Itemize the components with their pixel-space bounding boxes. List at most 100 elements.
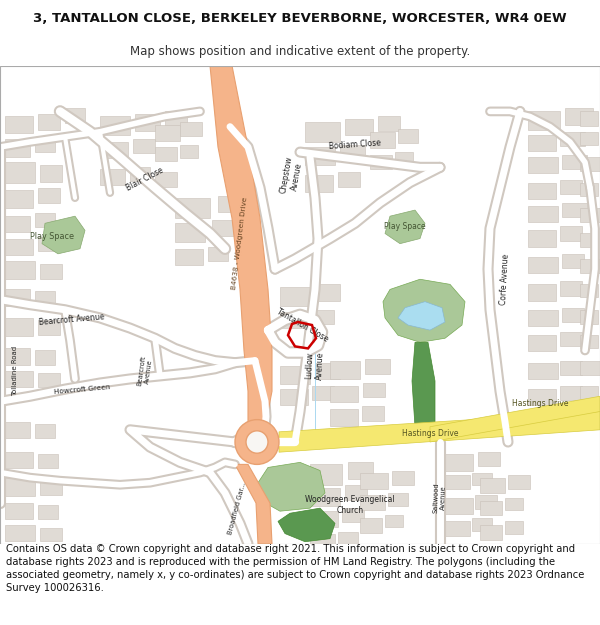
Bar [528, 284, 556, 301]
Bar [155, 173, 177, 187]
Bar [130, 168, 150, 181]
Bar [35, 351, 55, 365]
Bar [5, 261, 35, 279]
Bar [38, 505, 58, 519]
Bar [38, 236, 60, 251]
Bar [445, 521, 470, 536]
Bar [345, 485, 367, 500]
Bar [360, 495, 385, 510]
Bar [580, 361, 600, 375]
Polygon shape [278, 508, 335, 542]
Bar [560, 361, 582, 375]
Text: Woodgreen Evangelical
Church: Woodgreen Evangelical Church [305, 496, 395, 515]
Bar [338, 531, 358, 544]
Bar [218, 196, 243, 212]
Bar [175, 249, 203, 265]
Bar [472, 518, 492, 531]
Bar [560, 281, 582, 296]
Bar [475, 495, 497, 509]
Bar [280, 366, 310, 384]
Text: Bodiam Close: Bodiam Close [329, 139, 382, 151]
Bar [580, 182, 598, 196]
Polygon shape [430, 396, 600, 442]
Bar [5, 162, 35, 182]
Bar [38, 320, 60, 335]
Bar [505, 521, 523, 534]
Bar [580, 284, 598, 296]
Bar [378, 116, 400, 131]
Bar [445, 474, 470, 489]
Bar [5, 139, 30, 157]
Bar [528, 335, 556, 351]
Text: Play Space: Play Space [384, 222, 426, 231]
Bar [5, 190, 33, 208]
Bar [133, 139, 155, 153]
Bar [38, 454, 58, 469]
Bar [38, 188, 60, 203]
Bar [388, 493, 408, 506]
Bar [340, 145, 365, 160]
Text: Map shows position and indicative extent of the property.: Map shows position and indicative extent… [130, 45, 470, 58]
Text: Contains OS data © Crown copyright and database right 2021. This information is : Contains OS data © Crown copyright and d… [6, 544, 584, 593]
Bar [528, 111, 560, 130]
Bar [5, 216, 30, 232]
Bar [5, 116, 33, 132]
Bar [580, 234, 598, 247]
Bar [562, 203, 587, 217]
Bar [40, 166, 62, 182]
Polygon shape [383, 279, 465, 342]
Bar [398, 129, 418, 143]
Bar [315, 362, 340, 379]
Bar [560, 226, 582, 241]
Bar [35, 213, 55, 228]
Bar [348, 462, 373, 479]
Bar [38, 373, 60, 387]
Bar [5, 503, 33, 519]
Bar [310, 488, 340, 506]
Bar [5, 289, 30, 306]
Text: Tantallon Close: Tantallon Close [275, 307, 329, 343]
Bar [392, 471, 414, 485]
Text: Hastings Drive: Hastings Drive [512, 399, 568, 408]
Bar [5, 239, 33, 255]
Bar [560, 179, 582, 194]
Bar [562, 254, 584, 268]
Bar [370, 132, 395, 148]
Text: Bearcroft
Avenue: Bearcroft Avenue [136, 355, 154, 387]
Bar [580, 259, 600, 273]
Text: B4638 - Woodgreen Drive: B4638 - Woodgreen Drive [232, 197, 248, 291]
Bar [315, 284, 340, 301]
Bar [305, 122, 340, 142]
Polygon shape [398, 302, 445, 330]
Bar [175, 198, 210, 218]
Text: Tolladine Road: Tolladine Road [12, 346, 18, 396]
Bar [365, 359, 390, 374]
Bar [312, 386, 334, 400]
Bar [565, 108, 593, 124]
Bar [330, 386, 358, 402]
Bar [165, 111, 187, 126]
Bar [175, 223, 205, 242]
Text: Hastings Drive: Hastings Drive [402, 429, 458, 438]
Bar [580, 335, 598, 348]
Bar [180, 145, 198, 158]
Bar [330, 409, 358, 426]
Bar [280, 312, 308, 328]
Bar [505, 498, 523, 510]
Polygon shape [258, 462, 325, 511]
Text: Blair Close: Blair Close [125, 166, 165, 193]
Bar [100, 116, 130, 135]
Bar [100, 142, 128, 158]
Bar [35, 424, 55, 438]
Bar [363, 383, 385, 398]
Bar [360, 472, 388, 489]
Text: Broadfield Gar...: Broadfield Gar... [227, 481, 247, 535]
Bar [445, 498, 473, 514]
Bar [280, 288, 310, 306]
Text: Corfe Avenue: Corfe Avenue [499, 254, 511, 305]
Bar [5, 526, 35, 541]
Bar [40, 481, 62, 495]
Bar [395, 152, 413, 164]
Bar [40, 529, 62, 541]
Bar [528, 362, 558, 379]
